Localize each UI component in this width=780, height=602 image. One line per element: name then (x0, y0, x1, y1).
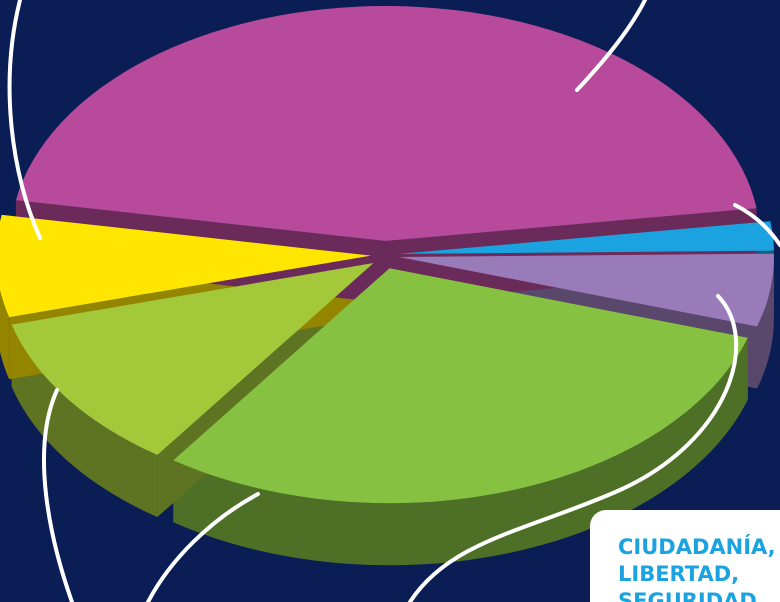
curve (146, 492, 260, 602)
curve (575, 0, 647, 92)
annotation: SEGURIDAD (618, 589, 757, 602)
pie-slice (398, 253, 774, 327)
pie-slice (15, 6, 757, 242)
pie-tops (0, 6, 774, 504)
curve (42, 388, 74, 602)
curve (7, 0, 42, 240)
curve (733, 203, 780, 247)
annotation: CIUDADANÍA, (618, 534, 776, 559)
annotation: LIBERTAD, (618, 562, 739, 586)
pie-slice (11, 263, 374, 456)
pie-slice (173, 268, 748, 504)
pie-slice-side (757, 256, 774, 389)
decorative-lines (7, 0, 780, 602)
curve (408, 294, 739, 602)
pie-slice-side (173, 337, 748, 566)
pie-slice-side (11, 324, 158, 518)
pie-slice (0, 214, 372, 318)
pie-slice (398, 221, 774, 254)
pie (0, 6, 774, 566)
annotation-box (590, 510, 780, 602)
pie-slice-side (0, 289, 10, 380)
